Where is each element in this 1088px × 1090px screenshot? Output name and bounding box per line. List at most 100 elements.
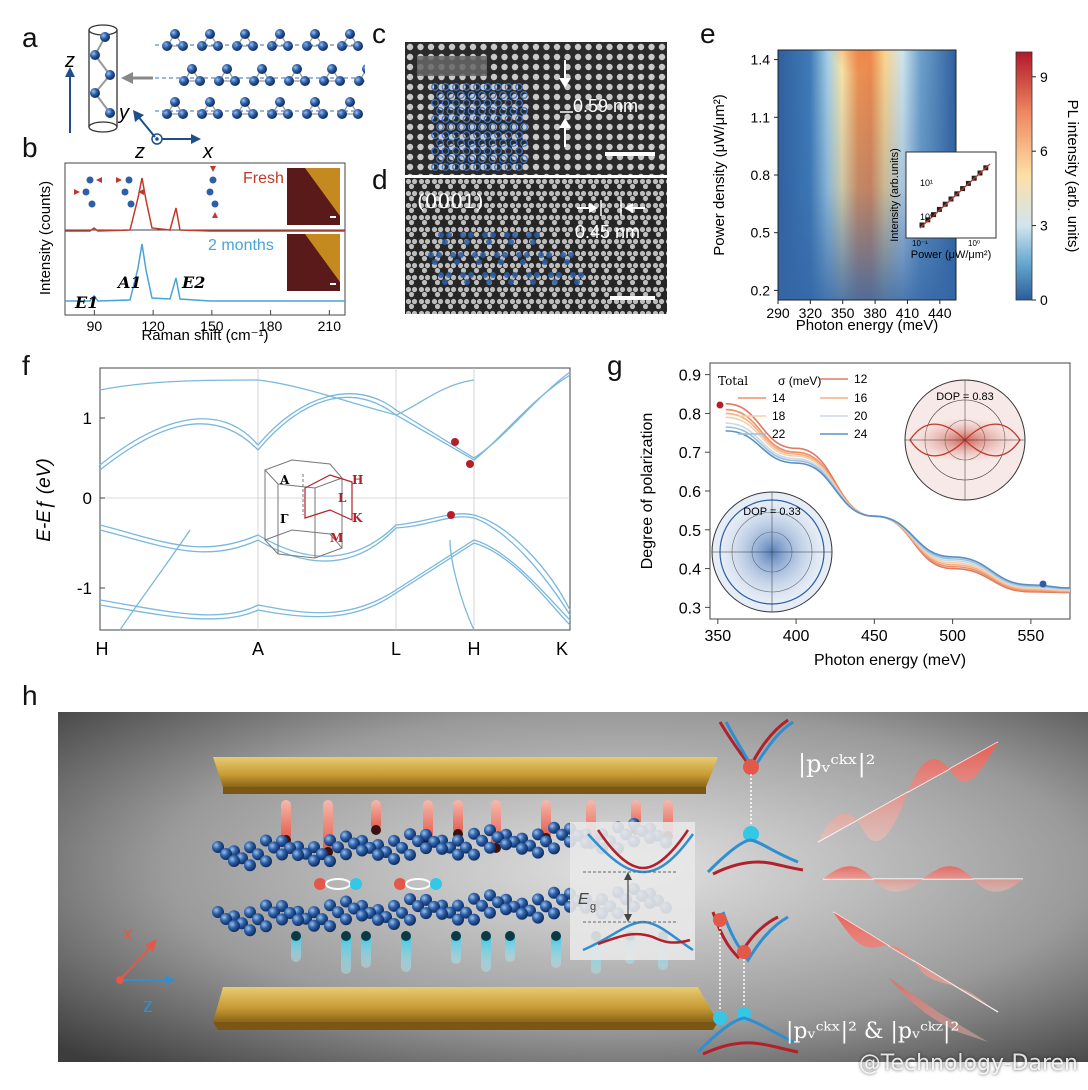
overlay-atom [508, 279, 514, 285]
overlay-atom [542, 259, 548, 265]
dop-series [725, 402, 1071, 594]
overlay-atom [473, 131, 481, 139]
overlay-atom [452, 147, 460, 155]
kpoint-marker [466, 460, 474, 468]
te-atom [452, 899, 464, 912]
polar-plot-high [904, 379, 1026, 501]
panel-g-ylabel: Degree of polarization [639, 413, 656, 570]
overlay-atom [467, 91, 476, 99]
overlay-atom [534, 272, 540, 278]
kpath-label: H [96, 639, 109, 659]
overlay-atom [504, 232, 510, 238]
overlay-atom [578, 272, 584, 278]
aged-label: 2 months [208, 237, 274, 254]
overlay-atom [520, 155, 528, 163]
overlay-atom [499, 107, 507, 115]
overlay-atom [441, 83, 450, 91]
te-atom [212, 906, 224, 918]
overlay-atom [483, 131, 492, 139]
te-atom [244, 841, 256, 854]
panel-a-crystal-structure: z y z x [64, 24, 365, 160]
te-atom [404, 828, 416, 841]
xtick-label: 350 [831, 305, 855, 321]
overlay-atom [473, 115, 481, 123]
te-atom [548, 886, 560, 899]
overlay-atom [504, 272, 510, 278]
colorbar-tick: 6 [1040, 143, 1048, 159]
hole-pillar [341, 934, 351, 974]
scale-bar-c [605, 152, 655, 156]
overlay-atom [478, 123, 486, 131]
overlay-atom [446, 91, 455, 99]
axis-x-label-h: x [123, 923, 133, 945]
te-atom [362, 64, 365, 74]
hole-pillar [551, 934, 561, 968]
te-atom [340, 913, 352, 926]
te-atom [240, 29, 250, 39]
te-atom [248, 41, 258, 51]
overlay-atom [457, 91, 465, 99]
overlay-atom [504, 163, 513, 171]
te-atom [316, 913, 328, 926]
overlay-atom [452, 83, 460, 91]
ytick-label: 1.1 [751, 109, 771, 125]
xtick-label: 380 [863, 305, 887, 321]
kpoint-marker [447, 511, 455, 519]
panel-label-c: c [372, 18, 386, 49]
panel-e-pl-heatmap: 290 320 350 380 410 440 1.4 1.1 0.8 0.5 0.2 10¹ 10… [711, 49, 1081, 334]
overlay-atom [460, 232, 466, 238]
overlay-atom [442, 279, 448, 285]
te-atom [452, 913, 464, 926]
triad-overlay [428, 232, 584, 285]
te-atom [276, 900, 288, 913]
overlay-atom [446, 123, 455, 131]
te-atom [310, 29, 320, 39]
overlay-atom [462, 163, 471, 171]
overlay-atom [454, 259, 460, 265]
overlay-atom [509, 107, 518, 115]
hole [551, 931, 561, 941]
te-atom [332, 906, 344, 919]
te-atom [284, 842, 296, 855]
panel-label-h: h [22, 680, 38, 711]
overlay-atom [432, 259, 438, 265]
panel-h-device-schematic: E g |pᵥᶜᵏˣ|² |pᵥᶜᵏˣ|² & |pᵥᶜᵏᶻ|² x z [58, 712, 1088, 1062]
te-atom [260, 920, 272, 933]
te-atom [354, 76, 364, 86]
panel-b-raman-spectra: Fresh 2 months E1 A1 E2 90 120 150 180 210 R… [37, 162, 346, 344]
legend-entry: 24 [854, 427, 868, 441]
overlay-atom [446, 139, 455, 147]
hole [505, 931, 515, 941]
te-atom [170, 29, 180, 39]
overlay-atom [515, 99, 523, 107]
overlay-atom [509, 91, 518, 99]
te-atom [345, 97, 355, 107]
mode-e1: E1 [74, 293, 98, 312]
inset-point [936, 206, 942, 212]
bandgap-label: E [578, 891, 589, 908]
overlay-atom [512, 272, 518, 278]
overlay-atom [494, 147, 502, 155]
te-atom [340, 830, 352, 843]
te-atom [468, 892, 480, 905]
atom-overlay [431, 83, 528, 171]
overlay-atom [452, 131, 460, 139]
kpath-label: A [252, 639, 264, 659]
inset-xtick: 10⁰ [968, 239, 980, 248]
te-atom [420, 907, 432, 920]
inset-fit-line [919, 163, 991, 229]
te-atom [310, 97, 320, 107]
overlay-atom [457, 139, 465, 147]
te-atom [267, 41, 277, 51]
legend-entry: 22 [772, 427, 786, 441]
overlay-atom [515, 163, 523, 171]
te-atom [187, 64, 197, 74]
te-atom [548, 821, 560, 834]
xtick-label: 350 [704, 628, 731, 645]
top-electrode [213, 757, 718, 787]
inset-xtick: 10⁻¹ [912, 239, 928, 248]
overlay-atom [428, 252, 434, 258]
te-atom [396, 841, 408, 854]
overlay-atom [441, 163, 450, 171]
polar-plot-low [711, 491, 833, 613]
